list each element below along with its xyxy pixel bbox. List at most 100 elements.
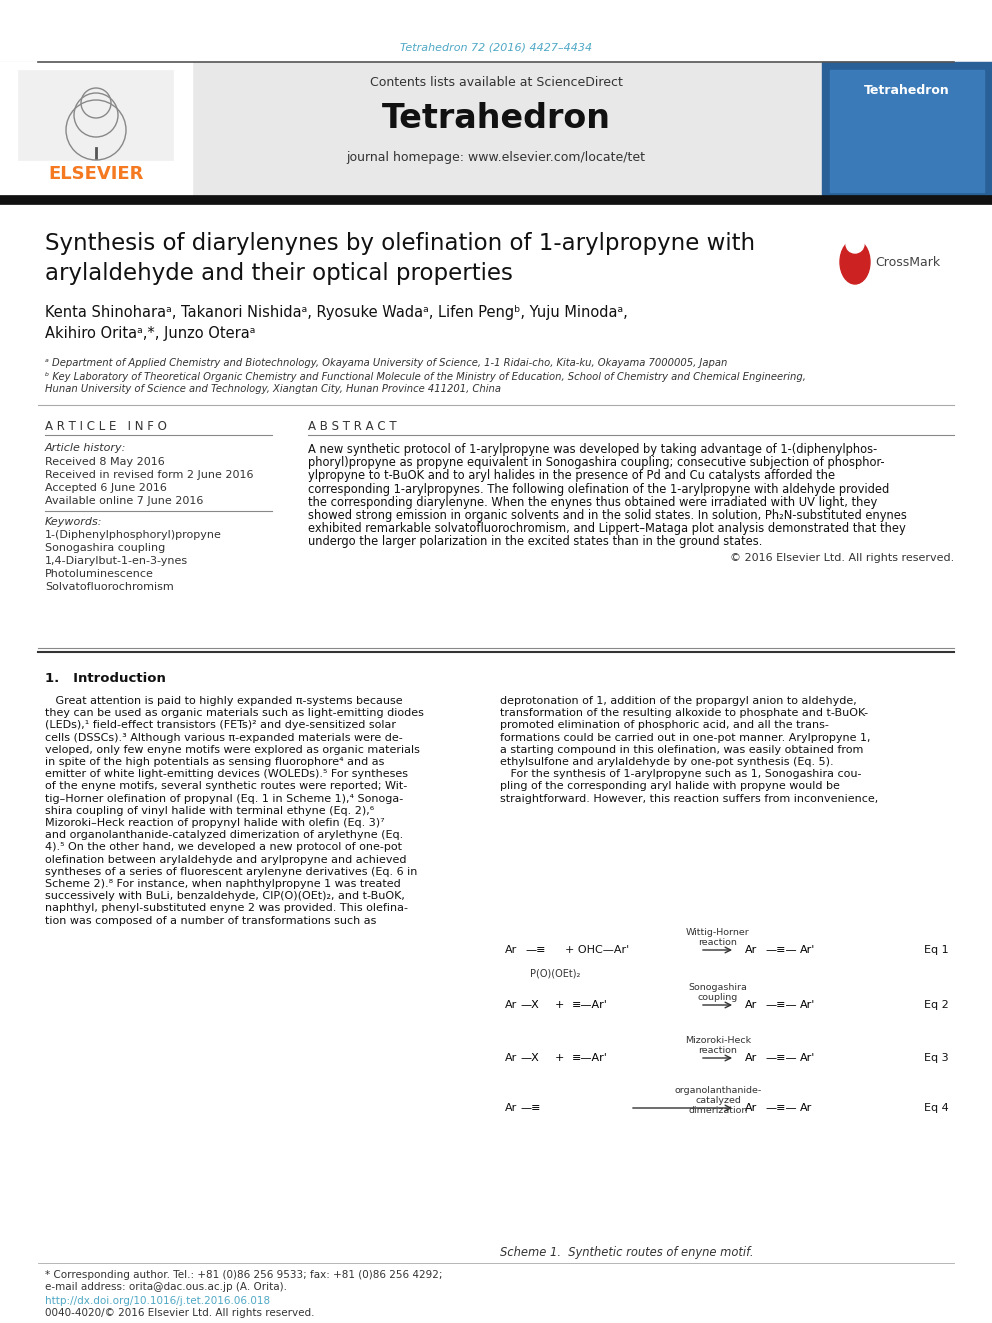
Text: syntheses of a series of fluorescent arylenyne derivatives (Eq. 6 in: syntheses of a series of fluorescent ary… [45, 867, 418, 877]
Text: —≡: —≡ [520, 1103, 541, 1113]
Text: Eq 4: Eq 4 [925, 1103, 949, 1113]
Text: Hunan University of Science and Technology, Xiangtan City, Hunan Province 411201: Hunan University of Science and Technolo… [45, 384, 501, 394]
Text: coupling: coupling [698, 994, 738, 1002]
Text: A new synthetic protocol of 1-arylpropyne was developed by taking advantage of 1: A new synthetic protocol of 1-arylpropyn… [308, 443, 877, 456]
Text: the corresponding diarylenyne. When the enynes thus obtained were irradiated wit: the corresponding diarylenyne. When the … [308, 496, 877, 509]
Text: © 2016 Elsevier Ltd. All rights reserved.: © 2016 Elsevier Ltd. All rights reserved… [730, 553, 954, 562]
Text: (LEDs),¹ field-effect transistors (FETs)² and dye-sensitized solar: (LEDs),¹ field-effect transistors (FETs)… [45, 721, 396, 730]
Text: pling of the corresponding aryl halide with propyne would be: pling of the corresponding aryl halide w… [500, 782, 840, 791]
Text: formations could be carried out in one-pot manner. Arylpropyne 1,: formations could be carried out in one-p… [500, 733, 871, 742]
Bar [0, 62, 992, 200]
Text: Received in revised form 2 June 2016: Received in revised form 2 June 2016 [45, 470, 254, 480]
Text: +: + [555, 1053, 564, 1062]
Text: successively with BuLi, benzaldehyde, CIP(O)(OEt)₂, and t-BuOK,: successively with BuLi, benzaldehyde, CI… [45, 892, 405, 901]
Text: Article history:: Article history: [45, 443, 126, 452]
Text: Received 8 May 2016: Received 8 May 2016 [45, 456, 165, 467]
Text: Ar: Ar [745, 1053, 757, 1062]
Text: phoryl)propyne as propyne equivalent in Sonogashira coupling; consecutive subjec: phoryl)propyne as propyne equivalent in … [308, 456, 885, 470]
Text: Scheme 2).⁸ For instance, when naphthylpropyne 1 was treated: Scheme 2).⁸ For instance, when naphthylp… [45, 878, 401, 889]
Text: Mizoroki-Heck: Mizoroki-Heck [684, 1036, 751, 1045]
Text: Ar: Ar [505, 1053, 517, 1062]
Text: —≡—: —≡— [765, 1000, 797, 1009]
Text: —X: —X [520, 1000, 539, 1009]
Text: a starting compound in this olefination, was easily obtained from: a starting compound in this olefination,… [500, 745, 863, 755]
Ellipse shape [846, 235, 864, 253]
Text: ᵇ Key Laboratory of Theoretical Organic Chemistry and Functional Molecule of the: ᵇ Key Laboratory of Theoretical Organic … [45, 372, 806, 382]
Text: 4).⁵ On the other hand, we developed a new protocol of one-pot: 4).⁵ On the other hand, we developed a n… [45, 843, 402, 852]
Text: catalyzed: catalyzed [695, 1095, 741, 1105]
Text: P(O)(OEt)₂: P(O)(OEt)₂ [530, 968, 580, 978]
Text: naphthyl, phenyl-substituted enyne 2 was provided. This olefina-: naphthyl, phenyl-substituted enyne 2 was… [45, 904, 408, 913]
Text: Tetrahedron: Tetrahedron [864, 83, 950, 97]
Bar [822, 62, 992, 200]
Text: Accepted 6 June 2016: Accepted 6 June 2016 [45, 483, 167, 493]
Text: Ar': Ar' [800, 1000, 815, 1009]
Text: Sonogashira: Sonogashira [688, 983, 747, 992]
Text: deprotonation of 1, addition of the propargyl anion to aldehyde,: deprotonation of 1, addition of the prop… [500, 696, 857, 706]
Text: A R T I C L E   I N F O: A R T I C L E I N F O [45, 419, 167, 433]
Text: promoted elimination of phosphoric acid, and all the trans-: promoted elimination of phosphoric acid,… [500, 721, 829, 730]
Text: —X: —X [520, 1053, 539, 1062]
Text: ylpropyne to t-BuOK and to aryl halides in the presence of Pd and Cu catalysts a: ylpropyne to t-BuOK and to aryl halides … [308, 470, 835, 483]
Text: 1,4-Diarylbut-1-en-3-ynes: 1,4-Diarylbut-1-en-3-ynes [45, 556, 188, 566]
Text: + OHC—Ar': + OHC—Ar' [565, 945, 629, 955]
Text: Ar: Ar [800, 1103, 812, 1113]
Text: and organolanthanide-catalyzed dimerization of arylethyne (Eq.: and organolanthanide-catalyzed dimerizat… [45, 831, 404, 840]
Text: Kenta Shinoharaᵃ, Takanori Nishidaᵃ, Ryosuke Wadaᵃ, Lifen Pengᵇ, Yuju Minodaᵃ,: Kenta Shinoharaᵃ, Takanori Nishidaᵃ, Ryo… [45, 306, 628, 320]
Text: shira coupling of vinyl halide with terminal ethyne (Eq. 2),⁶: shira coupling of vinyl halide with term… [45, 806, 374, 816]
Text: * Corresponding author. Tel.: +81 (0)86 256 9533; fax: +81 (0)86 256 4292;: * Corresponding author. Tel.: +81 (0)86 … [45, 1270, 442, 1279]
Text: Ar: Ar [745, 1103, 757, 1113]
Text: Photoluminescence: Photoluminescence [45, 569, 154, 579]
Text: Available online 7 June 2016: Available online 7 June 2016 [45, 496, 203, 505]
Text: —≡—: —≡— [765, 1053, 797, 1062]
Text: Ar: Ar [505, 945, 517, 955]
Text: journal homepage: www.elsevier.com/locate/tet: journal homepage: www.elsevier.com/locat… [346, 152, 646, 164]
Text: Ar': Ar' [800, 1053, 815, 1062]
Text: ≡—Ar': ≡—Ar' [572, 1053, 608, 1062]
Text: dimerization: dimerization [688, 1106, 748, 1115]
Text: ᵃ Department of Applied Chemistry and Biotechnology, Okayama University of Scien: ᵃ Department of Applied Chemistry and Bi… [45, 359, 727, 368]
Text: reaction: reaction [698, 1046, 737, 1054]
Text: Eq 3: Eq 3 [925, 1053, 949, 1062]
Text: transformation of the resulting alkoxide to phosphate and t-BuOK-: transformation of the resulting alkoxide… [500, 708, 868, 718]
Text: exhibited remarkable solvatofluorochromism, and Lippert–Mataga plot analysis dem: exhibited remarkable solvatofluorochromi… [308, 523, 906, 536]
Text: ≡—Ar': ≡—Ar' [572, 1000, 608, 1009]
Text: arylaldehyde and their optical properties: arylaldehyde and their optical propertie… [45, 262, 513, 284]
Text: organolanthanide-: organolanthanide- [675, 1086, 762, 1095]
Text: Akihiro Oritaᵃ,*, Junzo Oteraᵃ: Akihiro Oritaᵃ,*, Junzo Oteraᵃ [45, 325, 255, 341]
Text: 0040-4020/© 2016 Elsevier Ltd. All rights reserved.: 0040-4020/© 2016 Elsevier Ltd. All right… [45, 1308, 314, 1318]
Text: Synthesis of diarylenynes by olefination of 1-arylpropyne with: Synthesis of diarylenynes by olefination… [45, 232, 755, 255]
Text: ELSEVIER: ELSEVIER [49, 165, 144, 183]
Text: Keywords:: Keywords: [45, 517, 102, 527]
Text: 1-(Diphenylphosphoryl)propyne: 1-(Diphenylphosphoryl)propyne [45, 531, 222, 540]
Bar [0, 62, 192, 200]
Text: —≡—: —≡— [765, 945, 797, 955]
Text: Ar: Ar [745, 1000, 757, 1009]
Text: undergo the larger polarization in the excited states than in the ground states.: undergo the larger polarization in the e… [308, 536, 763, 549]
Text: corresponding 1-arylpropynes. The following olefination of the 1-arylpropyne wit: corresponding 1-arylpropynes. The follow… [308, 483, 889, 496]
Text: Wittig-Horner: Wittig-Horner [686, 927, 750, 937]
Text: straightforward. However, this reaction suffers from inconvenience,: straightforward. However, this reaction … [500, 794, 878, 803]
Text: tion was composed of a number of transformations such as: tion was composed of a number of transfo… [45, 916, 376, 926]
Text: Mizoroki–Heck reaction of propynyl halide with olefin (Eq. 3)⁷: Mizoroki–Heck reaction of propynyl halid… [45, 818, 385, 828]
Text: in spite of the high potentials as sensing fluorophore⁴ and as: in spite of the high potentials as sensi… [45, 757, 384, 767]
Text: Scheme 1.  Synthetic routes of enyne motif.: Scheme 1. Synthetic routes of enyne moti… [500, 1246, 754, 1259]
Text: For the synthesis of 1-arylpropyne such as 1, Sonogashira cou-: For the synthesis of 1-arylpropyne such … [500, 769, 861, 779]
Text: reaction: reaction [698, 938, 737, 947]
Text: of the enyne motifs, several synthetic routes were reported; Wit-: of the enyne motifs, several synthetic r… [45, 782, 408, 791]
Text: Tetrahedron: Tetrahedron [382, 102, 610, 135]
Text: —≡—: —≡— [765, 1103, 797, 1113]
Text: Ar: Ar [505, 1103, 517, 1113]
Text: showed strong emission in organic solvents and in the solid states. In solution,: showed strong emission in organic solven… [308, 509, 907, 523]
Text: —≡: —≡ [525, 945, 546, 955]
Text: tig–Horner olefination of propynal (Eq. 1 in Scheme 1),⁴ Sonoga-: tig–Horner olefination of propynal (Eq. … [45, 794, 404, 803]
Text: Ar': Ar' [800, 945, 815, 955]
Text: 1.   Introduction: 1. Introduction [45, 672, 166, 685]
Text: ethylsulfone and arylaldehyde by one-pot synthesis (Eq. 5).: ethylsulfone and arylaldehyde by one-pot… [500, 757, 833, 767]
Text: Ar: Ar [745, 945, 757, 955]
Text: olefination between arylaldehyde and arylpropyne and achieved: olefination between arylaldehyde and ary… [45, 855, 407, 865]
Text: Great attention is paid to highly expanded π-systems because: Great attention is paid to highly expand… [45, 696, 403, 706]
Text: Sonogashira coupling: Sonogashira coupling [45, 542, 166, 553]
Text: they can be used as organic materials such as light-emitting diodes: they can be used as organic materials su… [45, 708, 424, 718]
Text: Contents lists available at ScienceDirect: Contents lists available at ScienceDirec… [370, 75, 622, 89]
